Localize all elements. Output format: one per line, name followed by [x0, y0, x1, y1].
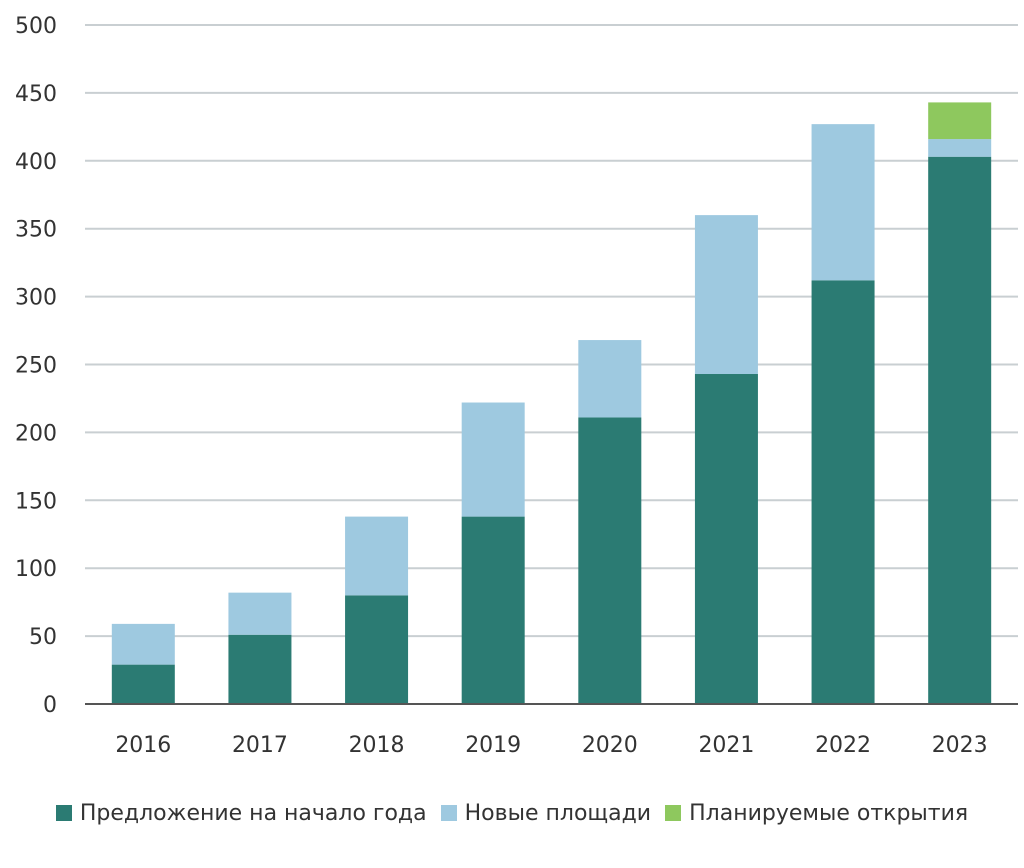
x-tick-label-2023: 2023 [932, 733, 988, 758]
bar-segment-2021-s1 [694, 215, 758, 375]
bar-segment-2017-s1 [228, 592, 292, 635]
bar-segment-2019-s1 [461, 402, 525, 517]
bars [111, 102, 992, 704]
x-tick-label-2018: 2018 [349, 733, 405, 758]
legend-swatch-planned [665, 805, 682, 821]
x-tick-label-2020: 2020 [582, 733, 638, 758]
y-tick-label: 250 [15, 354, 57, 379]
y-tick-label: 0 [43, 693, 57, 718]
y-tick-label: 350 [15, 218, 57, 243]
bar-segment-2018-s0 [345, 595, 409, 704]
y-tick-label: 500 [15, 14, 57, 39]
bar-segment-2017-s0 [228, 634, 292, 704]
x-axis-ticks: 2016 2017 2018 2019 2020 2021 2022 2023 [115, 733, 987, 758]
y-tick-label: 400 [15, 150, 57, 175]
legend-item-supply: Предложение на начало года [55, 800, 427, 826]
x-tick-label-2016: 2016 [115, 733, 171, 758]
bar-segment-2023-s0 [928, 156, 992, 704]
legend-label-supply: Предложение на начало года [79, 800, 427, 826]
bar-segment-2020-s0 [578, 417, 642, 704]
y-tick-label: 150 [15, 489, 57, 514]
x-tick-label-2021: 2021 [698, 733, 754, 758]
legend-label-planned: Планируемые открытия [689, 800, 969, 826]
y-tick-label: 450 [15, 82, 57, 107]
legend-item-new-space: Новые площади [440, 800, 652, 826]
bar-segment-2022-s1 [811, 124, 875, 281]
bar-segment-2023-s2 [928, 102, 992, 140]
legend-swatch-supply [55, 805, 72, 821]
legend-item-planned: Планируемые открытия [665, 801, 968, 826]
x-tick-label-2022: 2022 [815, 733, 871, 758]
y-tick-label: 50 [29, 625, 57, 650]
gridlines [85, 24, 1018, 638]
bar-segment-2021-s0 [694, 374, 758, 704]
y-tick-label: 100 [15, 557, 57, 582]
legend: Предложение на начало года Новые площади… [0, 796, 1024, 830]
x-tick-label-2019: 2019 [465, 733, 521, 758]
y-tick-label: 300 [15, 286, 57, 311]
bar-segment-2019-s0 [461, 516, 525, 704]
x-tick-label-2017: 2017 [232, 733, 288, 758]
y-tick-label: 200 [15, 421, 57, 446]
bar-segment-2016-s0 [111, 664, 175, 704]
bar-segment-2018-s1 [345, 516, 409, 596]
y-axis-ticks: 0 50 100 150 200 250 300 350 400 450 500 [15, 14, 57, 718]
bar-segment-2016-s1 [111, 623, 175, 665]
bar-segment-2023-s1 [928, 139, 992, 157]
legend-swatch-new-space [440, 805, 457, 821]
bar-segment-2020-s1 [578, 340, 642, 418]
legend-label-new-space: Новые площади [464, 800, 652, 826]
bar-segment-2022-s0 [811, 280, 875, 704]
